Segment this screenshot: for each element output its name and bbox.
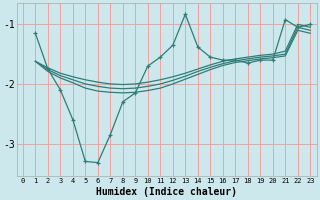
X-axis label: Humidex (Indice chaleur): Humidex (Indice chaleur) (96, 186, 237, 197)
